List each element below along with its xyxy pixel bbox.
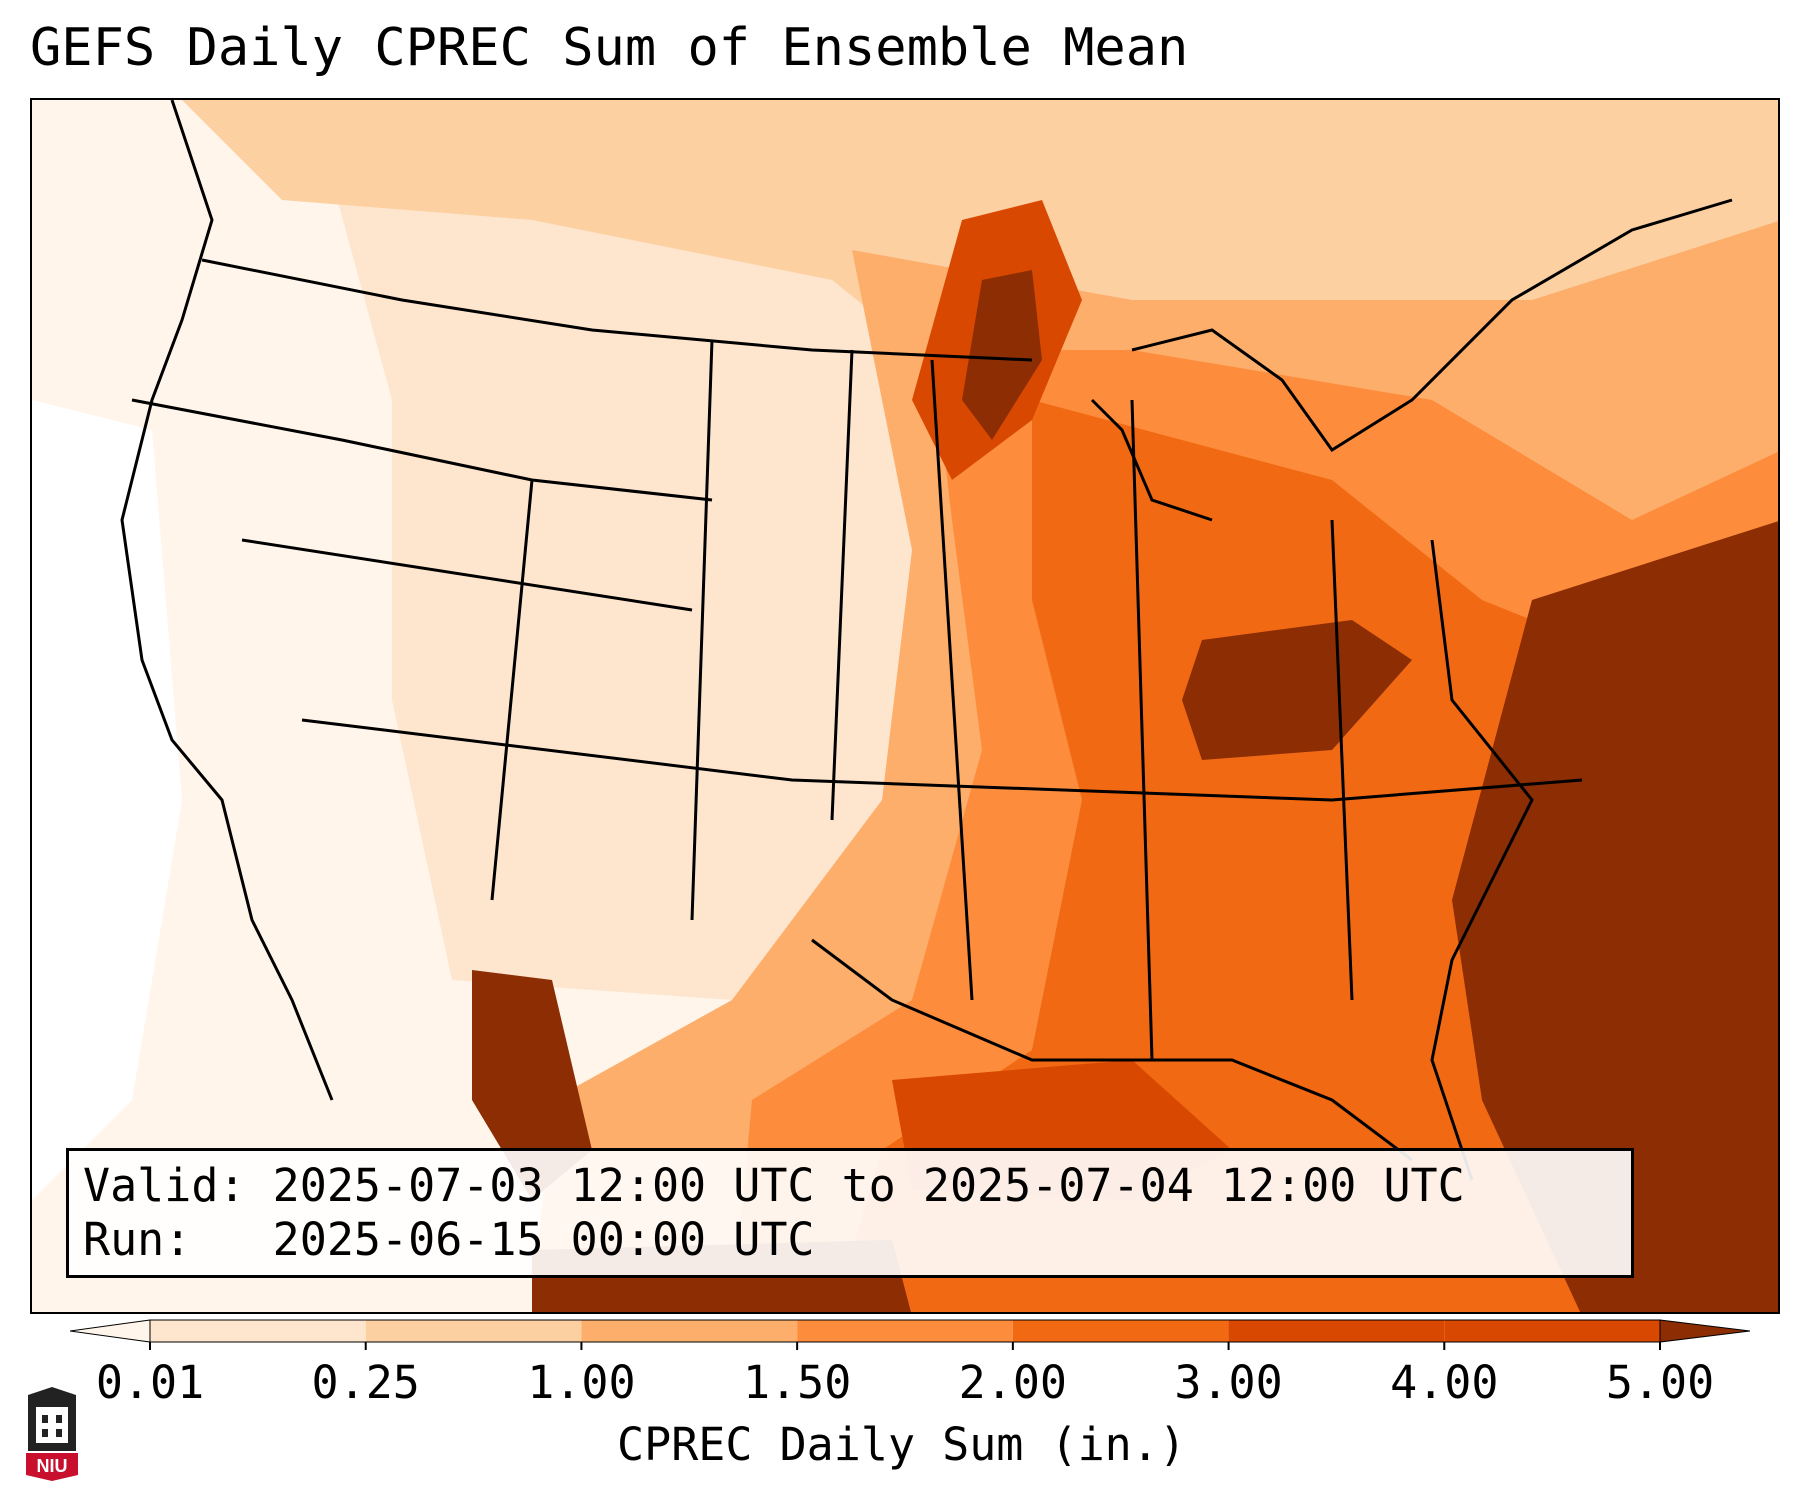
colorbar-tick-label: 4.00: [1390, 1356, 1499, 1409]
valid-label: Valid:: [83, 1159, 246, 1212]
colorbar-tick-label: 0.01: [95, 1356, 205, 1409]
colorbar-label: CPREC Daily Sum (in.): [617, 1418, 1186, 1471]
colorbar-tick-label: 2.00: [958, 1356, 1068, 1409]
state-line-kansas: [830, 349, 854, 821]
colorbar-segment: [1228, 1320, 1445, 1342]
precip-field: [32, 100, 1778, 1312]
state-line-missouri: [930, 359, 974, 1001]
state-line-ohio: [1330, 519, 1354, 1001]
logo-building: [36, 1407, 68, 1443]
colorbar-segment: [797, 1320, 1013, 1342]
state-line-south: [301, 718, 1583, 802]
precip-dry-west: [32, 400, 182, 1200]
colorbar-tick-label: 5.00: [1605, 1356, 1715, 1409]
colorbar-tick-label: 3.00: [1174, 1356, 1283, 1409]
northern-border-line: [201, 258, 1033, 362]
valid-run-box: Valid: 2025-07-03 12:00 UTC to 2025-07-0…: [66, 1148, 1634, 1278]
precip-map: [30, 98, 1780, 1314]
colorbar-extend-high: [1659, 1319, 1750, 1343]
state-line-idaho-utah: [490, 479, 534, 901]
niu-logo: NIU: [26, 1387, 78, 1481]
colorbar: [70, 1319, 1750, 1350]
state-line-colorado: [690, 339, 714, 921]
logo-text: NIU: [37, 1456, 68, 1476]
run-value: 2025-06-15 00:00 UTC: [272, 1213, 815, 1266]
state-line-indiana: [1130, 399, 1154, 1061]
precip-core-tennessee: [1182, 620, 1412, 760]
logo-banner: [26, 1453, 78, 1481]
run-label: Run:: [83, 1213, 192, 1266]
map-title: GEFS Daily CPREC Sum of Ensemble Mean: [30, 18, 1189, 78]
colorbar-tick-label: 1.00: [527, 1356, 636, 1409]
colorbar-segment: [581, 1320, 798, 1342]
colorbar-tick-label: 1.50: [742, 1356, 852, 1409]
great-lakes-line: [1131, 198, 1733, 453]
precip-core-minnesota: [962, 270, 1042, 440]
state-line-oregon: [131, 398, 713, 502]
west-coast-line: [120, 100, 334, 1101]
colorbar-segment: [150, 1320, 366, 1342]
run-line: Run: 2025-06-15 00:00 UTC: [83, 1213, 1617, 1267]
colorbar-segment: [1012, 1320, 1229, 1342]
colorbar-outline: [149, 1319, 1661, 1343]
lake-michigan-line: [1090, 398, 1213, 522]
boundary-lines: [120, 100, 1733, 1181]
colorbar-segment: [365, 1320, 582, 1342]
valid-value: 2025-07-03 12:00 UTC to 2025-07-04 12:00…: [272, 1159, 1465, 1212]
valid-line: Valid: 2025-07-03 12:00 UTC to 2025-07-0…: [83, 1159, 1617, 1213]
state-line-nevada: [241, 538, 693, 612]
precip-core-atlantic: [1452, 521, 1778, 1312]
colorbar-extend-low: [70, 1319, 151, 1343]
east-coast-line: [1430, 539, 1534, 1181]
gulf-coast-line: [811, 938, 1413, 1162]
precip-core-mexico: [472, 970, 592, 1200]
precip-light-plains: [332, 180, 932, 1000]
colorbar-tick-label: 0.25: [311, 1356, 420, 1409]
colorbar-segment: [1444, 1320, 1660, 1342]
